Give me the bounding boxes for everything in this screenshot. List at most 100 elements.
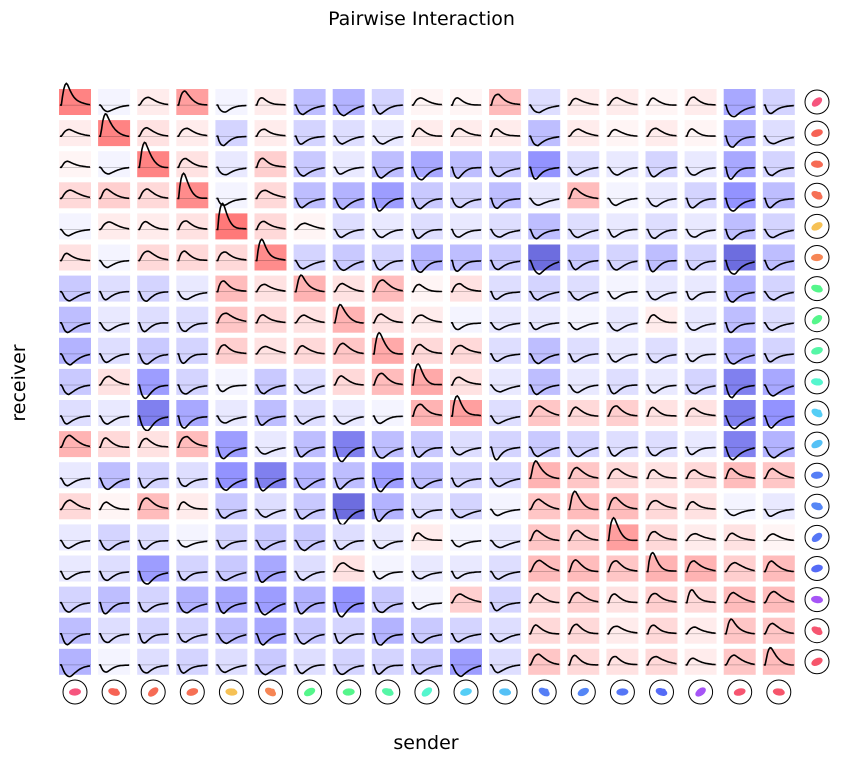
sender-unit-6 bbox=[258, 679, 283, 705]
cell-r14-c13 bbox=[528, 493, 561, 520]
cell-r14-c15 bbox=[606, 493, 639, 520]
receiver-unit-17 bbox=[804, 587, 830, 613]
cell-r15-c15 bbox=[606, 516, 639, 551]
cell-r14-c18 bbox=[723, 493, 756, 520]
cell-r7-c1 bbox=[59, 275, 91, 302]
cell-r7-c16 bbox=[645, 275, 678, 302]
cell-r8-c7 bbox=[293, 306, 326, 333]
sender-unit-10 bbox=[414, 679, 440, 705]
cell-r1-c9 bbox=[371, 89, 404, 115]
cell-r6-c4 bbox=[176, 244, 209, 271]
cell-r16-c13 bbox=[528, 555, 561, 582]
cell-r18-c7 bbox=[293, 617, 326, 645]
cell-r7-c7 bbox=[293, 274, 326, 302]
cell-r15-c16 bbox=[645, 524, 678, 551]
cell-r12-c7 bbox=[293, 431, 326, 458]
receiver-unit-6 bbox=[804, 245, 830, 270]
cell-r12-c15 bbox=[606, 431, 639, 458]
cell-r11-c1 bbox=[59, 400, 91, 426]
cell-r17-c14 bbox=[567, 586, 600, 613]
cell-r12-c19 bbox=[762, 431, 795, 459]
cell-r10-c14 bbox=[567, 368, 600, 395]
cell-r5-c6 bbox=[254, 213, 287, 240]
cell-r2-c13 bbox=[528, 120, 561, 147]
cell-r4-c7 bbox=[293, 182, 326, 209]
cell-r5-c17 bbox=[684, 213, 717, 240]
sender-unit-3 bbox=[140, 679, 166, 705]
cell-r17-c18 bbox=[723, 586, 756, 613]
cell-r11-c11 bbox=[450, 394, 482, 426]
cell-r6-c6 bbox=[254, 238, 287, 271]
receiver-unit-16 bbox=[804, 556, 830, 581]
cell-r10-c1 bbox=[59, 368, 91, 396]
cell-r19-c7 bbox=[293, 648, 326, 675]
receiver-unit-11 bbox=[804, 400, 830, 426]
cell-r12-c4 bbox=[176, 431, 209, 458]
cell-r9-c15 bbox=[606, 337, 639, 364]
cell-r4-c9 bbox=[371, 182, 404, 212]
cell-r10-c7 bbox=[293, 368, 326, 395]
cell-r15-c6 bbox=[254, 524, 287, 551]
cell-r8-c16 bbox=[645, 306, 678, 333]
cell-r3-c12 bbox=[489, 151, 522, 178]
cell-r3-c11 bbox=[450, 151, 482, 180]
cell-r5-c2 bbox=[98, 213, 131, 240]
cell-r16-c18 bbox=[723, 555, 756, 582]
cell-r7-c4 bbox=[176, 275, 209, 302]
cell-r19-c4 bbox=[176, 648, 209, 675]
cell-r3-c18 bbox=[723, 151, 756, 181]
cell-r11-c14 bbox=[567, 400, 600, 426]
cell-r1-c7 bbox=[293, 89, 326, 116]
cell-r19-c8 bbox=[332, 648, 365, 676]
cell-r15-c13 bbox=[528, 524, 561, 551]
cell-r5-c15 bbox=[606, 213, 639, 240]
cell-r17-c19 bbox=[762, 586, 795, 613]
cell-r17-c2 bbox=[98, 586, 131, 615]
cell-r3-c17 bbox=[684, 151, 717, 178]
cell-r4-c15 bbox=[606, 182, 639, 209]
cell-r11-c5 bbox=[215, 400, 248, 426]
cell-r12-c5 bbox=[215, 431, 248, 460]
cell-r12-c18 bbox=[723, 431, 756, 461]
cell-r9-c8 bbox=[332, 337, 365, 364]
cell-r2-c6 bbox=[254, 120, 287, 147]
cell-r19-c19 bbox=[762, 646, 795, 675]
cell-r3-c4 bbox=[176, 151, 209, 178]
cell-r19-c10 bbox=[410, 648, 443, 675]
cell-r16-c3 bbox=[137, 555, 170, 585]
sender-unit-16 bbox=[649, 679, 674, 705]
receiver-unit-13 bbox=[804, 462, 830, 488]
cell-r17-c5 bbox=[215, 586, 248, 615]
cell-r1-c18 bbox=[723, 89, 756, 118]
cell-r14-c4 bbox=[176, 493, 209, 520]
cell-r4-c18 bbox=[723, 182, 756, 212]
cell-r6-c19 bbox=[762, 244, 795, 271]
cell-r14-c10 bbox=[410, 493, 443, 520]
cell-r18-c5 bbox=[215, 617, 248, 645]
receiver-unit-3 bbox=[804, 151, 830, 177]
cell-r18-c2 bbox=[98, 617, 131, 644]
cell-r4-c11 bbox=[450, 182, 482, 209]
cell-r2-c15 bbox=[606, 120, 639, 147]
cell-r5-c13 bbox=[528, 213, 561, 240]
cell-r11-c2 bbox=[98, 400, 131, 426]
cell-r9-c13 bbox=[528, 337, 561, 365]
cell-r16-c14 bbox=[567, 555, 600, 582]
cell-r15-c2 bbox=[98, 524, 131, 551]
cell-r4-c16 bbox=[645, 182, 678, 209]
cell-r14-c8 bbox=[332, 493, 365, 526]
cell-r15-c17 bbox=[684, 524, 717, 551]
cell-r15-c4 bbox=[176, 524, 209, 551]
cell-r17-c6 bbox=[254, 586, 287, 616]
cell-r6-c1 bbox=[59, 244, 91, 271]
cell-r1-c4 bbox=[176, 89, 209, 115]
cell-r15-c10 bbox=[410, 524, 443, 551]
cell-r2-c19 bbox=[762, 120, 795, 147]
cell-r11-c6 bbox=[254, 400, 287, 427]
cell-r7-c8 bbox=[332, 275, 365, 302]
cell-r6-c15 bbox=[606, 244, 639, 271]
cell-r17-c15 bbox=[606, 586, 639, 613]
cell-r14-c14 bbox=[567, 490, 600, 520]
cell-r13-c15 bbox=[606, 462, 639, 489]
cell-r7-c18 bbox=[723, 275, 756, 303]
